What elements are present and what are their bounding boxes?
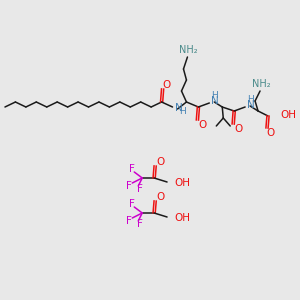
- Text: H: H: [211, 91, 218, 100]
- Text: O: O: [156, 157, 164, 167]
- Text: N: N: [247, 100, 255, 110]
- Text: O: O: [198, 120, 206, 130]
- Text: F: F: [137, 219, 143, 229]
- Text: N: N: [175, 103, 182, 113]
- Text: NH₂: NH₂: [179, 45, 198, 55]
- Text: O: O: [234, 124, 242, 134]
- Text: NH₂: NH₂: [252, 79, 270, 89]
- Text: N: N: [211, 96, 219, 106]
- Text: OH: OH: [174, 213, 190, 223]
- Text: OH: OH: [280, 110, 296, 120]
- Text: F: F: [129, 199, 135, 209]
- Text: O: O: [156, 192, 164, 202]
- Text: F: F: [137, 184, 143, 194]
- Text: F: F: [126, 216, 132, 226]
- Text: OH: OH: [174, 178, 190, 188]
- Text: H: H: [179, 107, 186, 116]
- Text: F: F: [129, 164, 135, 174]
- Text: O: O: [267, 128, 275, 138]
- Text: F: F: [126, 181, 132, 191]
- Text: H: H: [247, 94, 254, 103]
- Text: O: O: [162, 80, 171, 90]
